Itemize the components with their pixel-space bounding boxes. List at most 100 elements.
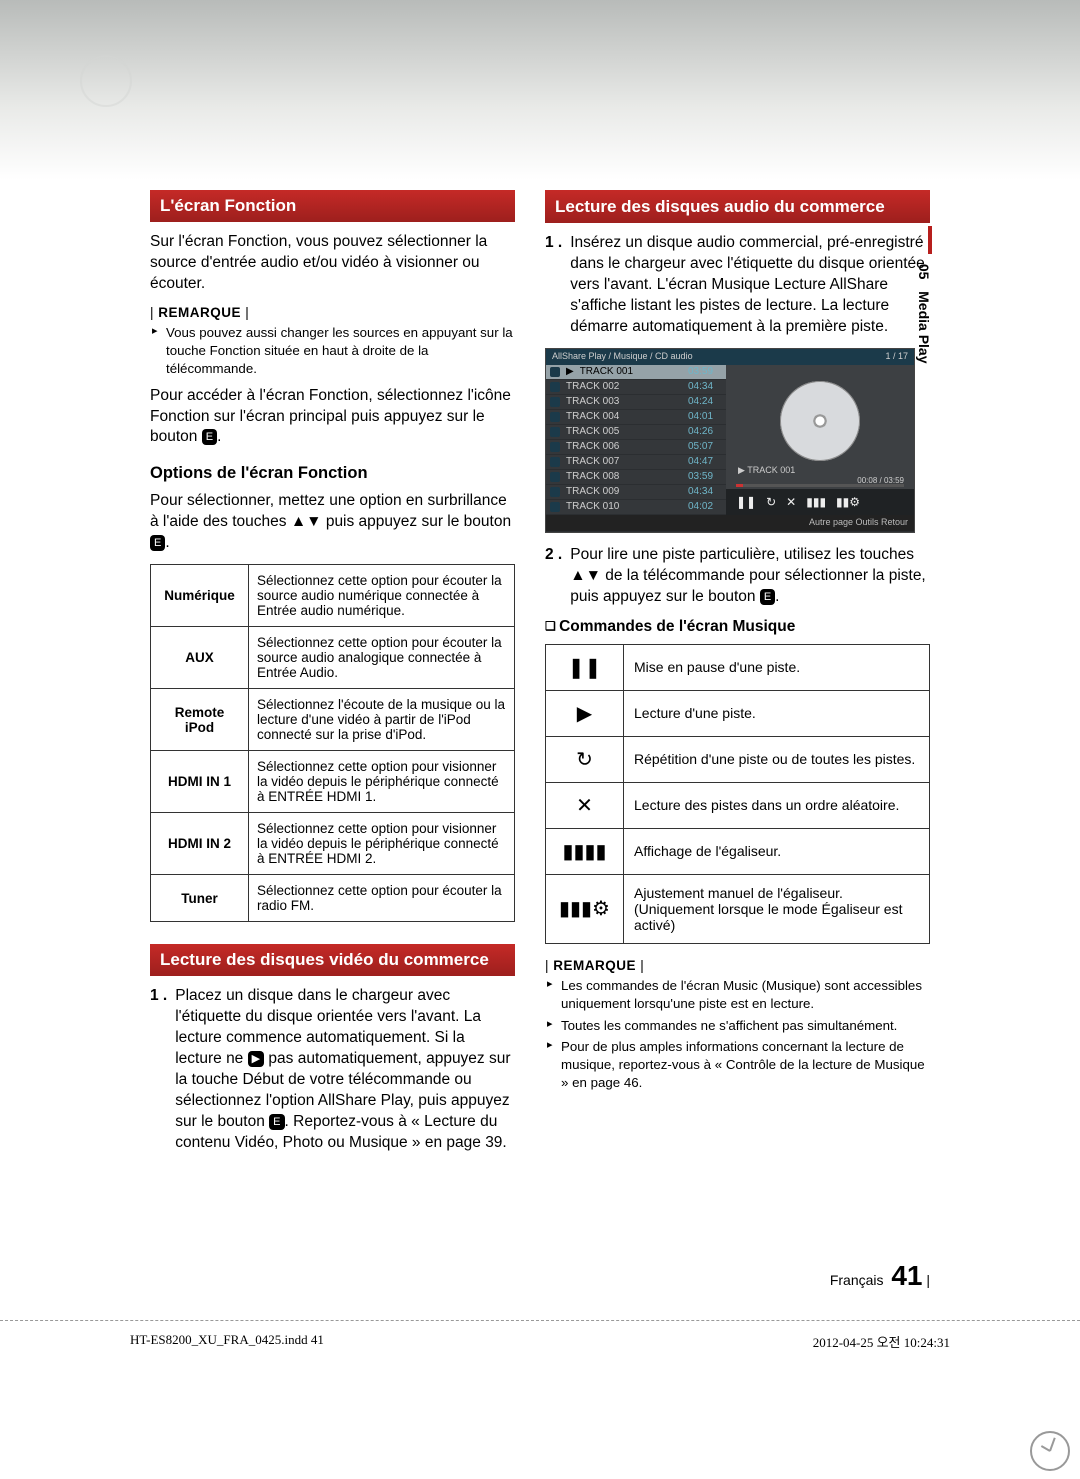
allshare-play-screenshot: AllShare Play / Musique / CD audio 1 / 1… [545, 348, 915, 533]
track-name: TRACK 005 [566, 426, 682, 437]
option-name: Numérique [151, 565, 249, 627]
track-name: TRACK 004 [566, 411, 682, 422]
right-column: Lecture des disques audio du commerce 1 … [545, 190, 930, 1163]
music-note-icon [550, 412, 560, 422]
play-indicator-icon: ▶ [566, 366, 574, 377]
track-duration: 04:34 [688, 486, 722, 497]
command-icon: ✕ [546, 782, 624, 828]
option-description: Sélectionnez cette option pour visionner… [249, 813, 515, 875]
options-intro: Pour sélectionner, mettez une option en … [150, 491, 515, 554]
left-column: L'écran Fonction Sur l'écran Fonction, v… [150, 190, 515, 1163]
audio-step-2: 2 . Pour lire une piste particulière, ut… [545, 545, 930, 608]
track-duration: 05:07 [688, 441, 722, 452]
command-row: ❚❚Mise en pause d'une piste. [546, 644, 930, 690]
command-icon: ↻ [546, 736, 624, 782]
section-title: Lecture des disques audio du commerce [545, 190, 930, 223]
command-description: Lecture d'une piste. [624, 690, 930, 736]
section-title: L'écran Fonction [150, 190, 515, 222]
function-option-row: Remote iPodSélectionnez l'écoute de la m… [151, 689, 515, 751]
track-duration: 04:26 [688, 426, 722, 437]
allshare-page-counter: 1 / 17 [885, 351, 908, 363]
remarque-note: Les commandes de l'écran Music (Musique)… [551, 977, 930, 1013]
track-duration: 03:59 [688, 366, 722, 377]
page-number: 41 [891, 1260, 922, 1291]
print-timestamp: 2012-04-25 오전 10:24:31 [813, 1332, 950, 1351]
command-description: Ajustement manuel de l'égaliseur. (Uniqu… [624, 874, 930, 943]
cut-line [0, 1320, 1080, 1321]
command-description: Affichage de l'égaliseur. [624, 828, 930, 874]
music-note-icon [550, 502, 560, 512]
video-step-1: 1 . Placez un disque dans le chargeur av… [150, 986, 515, 1153]
music-note-icon [550, 457, 560, 467]
now-playing-panel: ▶ TRACK 001 00:08 / 03:59 ❚❚ ↻ ✕ ▮▮▮ ▮▮⚙ [726, 365, 914, 515]
intro-paragraph: Sur l'écran Fonction, vous pouvez sélect… [150, 232, 515, 295]
function-option-row: HDMI IN 1Sélectionnez cette option pour … [151, 751, 515, 813]
track-name: TRACK 001 [580, 366, 682, 377]
option-description: Sélectionnez cette option pour écouter l… [249, 565, 515, 627]
music-note-icon [550, 442, 560, 452]
enter-icon: E [760, 589, 775, 605]
access-paragraph: Pour accéder à l'écran Fonction, sélecti… [150, 386, 515, 449]
track-duration: 04:34 [688, 381, 722, 392]
function-option-row: NumériqueSélectionnez cette option pour … [151, 565, 515, 627]
pause-icon: ❚❚ [736, 495, 756, 509]
print-file-name: HT-ES8200_XU_FRA_0425.indd 41 [130, 1332, 324, 1351]
track-row: TRACK 00704:47 [546, 455, 726, 470]
track-row: TRACK 008 03:59 [546, 470, 726, 485]
eq-settings-icon: ▮▮⚙ [836, 495, 860, 509]
track-name: TRACK 006 [566, 441, 682, 452]
page-header-gradient [0, 0, 1080, 180]
remarque-note: Vous pouvez aussi changer les sources en… [156, 324, 515, 378]
track-name: TRACK 002 [566, 381, 682, 392]
option-name: AUX [151, 627, 249, 689]
command-description: Mise en pause d'une piste. [624, 644, 930, 690]
command-icon: ▶ [546, 690, 624, 736]
command-icon: ❚❚ [546, 644, 624, 690]
disc-icon [780, 381, 860, 461]
music-note-icon [550, 367, 560, 377]
now-playing-label: ▶ TRACK 001 [738, 465, 795, 476]
track-row: TRACK 006 05:07 [546, 440, 726, 455]
function-option-row: HDMI IN 2Sélectionnez cette option pour … [151, 813, 515, 875]
track-duration: 04:24 [688, 396, 722, 407]
track-row: TRACK 009 04:34 [546, 485, 726, 500]
footer-language: Français [830, 1272, 884, 1288]
option-description: Sélectionnez cette option pour écouter l… [249, 875, 515, 922]
track-name: TRACK 008 [566, 471, 682, 482]
eq-icon: ▮▮▮ [806, 495, 826, 509]
allshare-footer-hints: Autre page Outils Retour [546, 515, 914, 531]
track-duration: 03:59 [688, 471, 722, 482]
track-name: TRACK 010 [566, 501, 682, 512]
command-row: ▮▮▮⚙Ajustement manuel de l'égaliseur. (U… [546, 874, 930, 943]
music-commands-heading: Commandes de l'écran Musique [545, 618, 930, 636]
repeat-icon: ↻ [766, 495, 776, 509]
option-description: Sélectionnez cette option pour visionner… [249, 751, 515, 813]
option-name: HDMI IN 1 [151, 751, 249, 813]
command-icon: ▮▮▮⚙ [546, 874, 624, 943]
progress-time: 00:08 / 03:59 [857, 476, 904, 485]
clock-crop-mark-icon [1030, 1431, 1070, 1471]
command-row: ▶Lecture d'une piste. [546, 690, 930, 736]
option-description: Sélectionnez l'écoute de la musique ou l… [249, 689, 515, 751]
print-footer: HT-ES8200_XU_FRA_0425.indd 41 2012-04-25… [130, 1332, 950, 1351]
remarque-note: Toutes les commandes ne s'affichent pas … [551, 1017, 930, 1035]
track-row: TRACK 00404:01 [546, 410, 726, 425]
track-row: ▶ TRACK 001 03:59 [546, 365, 726, 380]
page-footer: Français 41 | [150, 1260, 930, 1292]
remarque-label: REMARQUE [545, 958, 930, 973]
function-options-table: NumériqueSélectionnez cette option pour … [150, 564, 515, 922]
option-name: Remote iPod [151, 689, 249, 751]
function-option-row: TunerSélectionnez cette option pour écou… [151, 875, 515, 922]
music-note-icon [550, 427, 560, 437]
track-name: TRACK 009 [566, 486, 682, 497]
shuffle-icon: ✕ [786, 495, 796, 509]
music-note-icon [550, 382, 560, 392]
track-list: ▶TRACK 00103:59TRACK 00204:34TRACK 00304… [546, 365, 726, 515]
track-row: TRACK 002 04:34 [546, 380, 726, 395]
audio-step-1: 1 . Insérez un disque audio commercial, … [545, 233, 930, 338]
command-description: Répétition d'une piste ou de toutes les … [624, 736, 930, 782]
command-row: ↻Répétition d'une piste ou de toutes les… [546, 736, 930, 782]
option-name: HDMI IN 2 [151, 813, 249, 875]
track-row: TRACK 01004:02 [546, 500, 726, 515]
track-duration: 04:47 [688, 456, 722, 467]
